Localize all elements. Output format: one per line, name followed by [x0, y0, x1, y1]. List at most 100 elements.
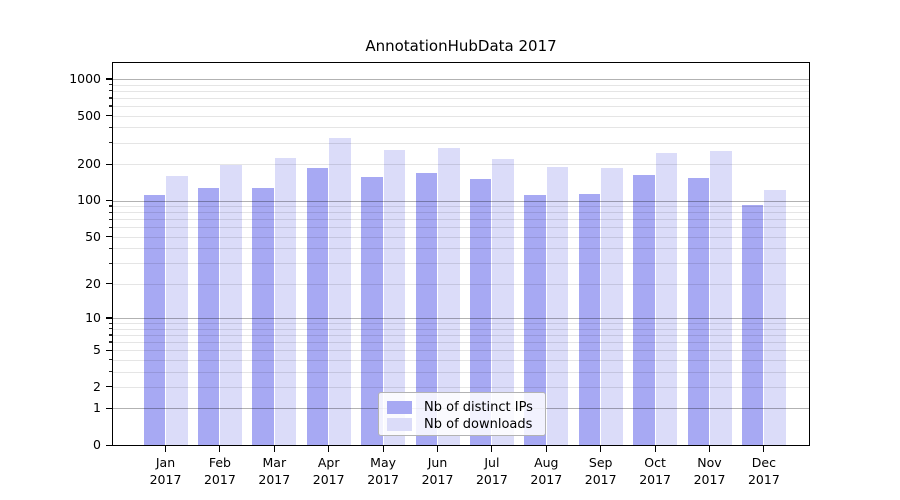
legend-row-distinct-ips: Nb of distinct IPs: [379, 399, 545, 415]
x-tick-label-sep: Sep 2017: [584, 455, 617, 487]
bar-downloads-sep: [601, 168, 623, 445]
y-minor-tick-mark-7: [109, 334, 113, 336]
y-minor-tick-mark-90: [109, 205, 113, 207]
y-minor-tick-mark-40: [109, 247, 113, 249]
chart-title: AnnotationHubData 2017: [365, 37, 557, 55]
y-tick-mark-5: [106, 349, 112, 351]
y-tick-mark-10: [106, 317, 112, 319]
gridline-1000: [113, 78, 809, 80]
gridline-4: [113, 359, 809, 361]
bar-downloads-apr: [329, 137, 351, 445]
gridline-800: [113, 90, 809, 92]
y-minor-tick-mark-800: [109, 90, 113, 92]
legend-label-distinct-ips: Nb of distinct IPs: [424, 400, 533, 415]
y-tick-mark-100: [106, 199, 112, 202]
x-tick-label-jun: Jun 2017: [421, 455, 454, 487]
bar-distinct-ips-jun: [415, 172, 437, 445]
x-tick-label-jan: Jan 2017: [149, 455, 182, 487]
bar-downloads-jul: [492, 158, 514, 445]
x-tick-mark-apr: [328, 446, 330, 452]
y-minor-tick-mark-80: [109, 211, 113, 213]
x-tick-label-jul: Jul 2017: [475, 455, 508, 487]
gridline-90: [113, 206, 809, 207]
legend-swatch-distinct-ips: [387, 401, 412, 414]
y-tick-mark-200: [106, 163, 112, 165]
gridline-200: [113, 164, 809, 165]
bar-distinct-ips-oct: [633, 175, 655, 445]
bars-layer: [113, 63, 809, 445]
gridline-500: [113, 115, 809, 117]
y-minor-tick-mark-300: [109, 142, 113, 144]
gridline-70: [113, 219, 809, 221]
gridline-9: [113, 323, 809, 324]
gridline-6: [113, 341, 809, 343]
bar-distinct-ips-sep: [578, 194, 601, 445]
gridline-40: [113, 248, 809, 250]
y-tick-label-10: 10: [85, 309, 101, 325]
y-tick-mark-1000: [106, 78, 112, 80]
y-tick-label-1: 1: [93, 400, 101, 416]
bar-downloads-nov: [710, 150, 732, 445]
x-tick-label-feb: Feb 2017: [203, 455, 236, 487]
y-tick-label-50: 50: [85, 228, 101, 244]
bar-downloads-mar: [274, 158, 297, 445]
bar-distinct-ips-nov: [687, 178, 709, 445]
y-tick-label-5: 5: [93, 342, 101, 358]
bar-downloads-jun: [438, 148, 460, 445]
y-minor-tick-mark-4: [109, 359, 113, 361]
bar-distinct-ips-dec: [741, 205, 764, 445]
x-tick-mark-dec: [763, 446, 765, 452]
gridline-400: [113, 127, 809, 129]
gridline-700: [113, 97, 809, 99]
bar-distinct-ips-feb: [197, 188, 220, 445]
gridline-3: [113, 371, 809, 373]
y-minor-tick-mark-30: [109, 262, 113, 264]
x-tick-mark-jan: [164, 446, 167, 452]
bar-distinct-ips-may: [361, 177, 383, 445]
bar-downloads-dec: [764, 190, 786, 445]
y-minor-tick-mark-9: [109, 322, 113, 324]
x-tick-mark-sep: [600, 446, 602, 452]
y-minor-tick-mark-3: [109, 371, 113, 373]
y-tick-mark-20: [106, 283, 112, 285]
y-tick-mark-1: [106, 407, 112, 409]
x-tick-label-mar: Mar 2017: [258, 455, 291, 487]
x-tick-mark-may: [382, 446, 384, 452]
bar-downloads-aug: [546, 167, 569, 445]
gridline-2: [113, 386, 809, 388]
y-tick-mark-500: [106, 115, 112, 117]
x-tick-mark-aug: [545, 446, 547, 452]
x-tick-mark-jul: [491, 446, 493, 452]
y-minor-tick-mark-8: [109, 328, 113, 330]
y-minor-tick-mark-60: [109, 226, 113, 228]
y-minor-tick-mark-700: [109, 97, 113, 99]
gridline-100: [113, 200, 809, 202]
x-tick-mark-feb: [219, 446, 221, 452]
bar-distinct-ips-jan: [143, 195, 165, 445]
y-minor-tick-mark-900: [109, 84, 113, 86]
gridline-8: [113, 328, 809, 330]
y-tick-label-20: 20: [85, 275, 101, 291]
y-tick-mark-0: [106, 444, 112, 446]
gridline-600: [113, 106, 809, 107]
bar-downloads-may: [383, 149, 406, 445]
gridline-80: [113, 212, 809, 214]
bar-downloads-jan: [166, 175, 188, 445]
x-tick-label-oct: Oct 2017: [639, 455, 671, 487]
legend: Nb of distinct IPs Nb of downloads: [378, 392, 546, 436]
plot-area: Nb of distinct IPs Nb of downloads: [112, 62, 810, 446]
x-tick-mark-mar: [273, 446, 275, 452]
bar-distinct-ips-aug: [524, 195, 546, 445]
y-tick-label-500: 500: [77, 107, 101, 123]
bar-distinct-ips-apr: [306, 167, 329, 445]
x-tick-mark-oct: [654, 446, 656, 452]
x-tick-label-dec: Dec 2017: [747, 455, 780, 487]
gridline-60: [113, 227, 809, 229]
gridline-7: [113, 334, 809, 336]
legend-swatch-downloads: [387, 418, 412, 431]
bar-downloads-oct: [655, 153, 678, 445]
gridline-5: [113, 350, 809, 352]
gridline-20: [113, 283, 809, 285]
y-tick-mark-2: [106, 386, 112, 388]
bar-distinct-ips-mar: [252, 187, 274, 445]
